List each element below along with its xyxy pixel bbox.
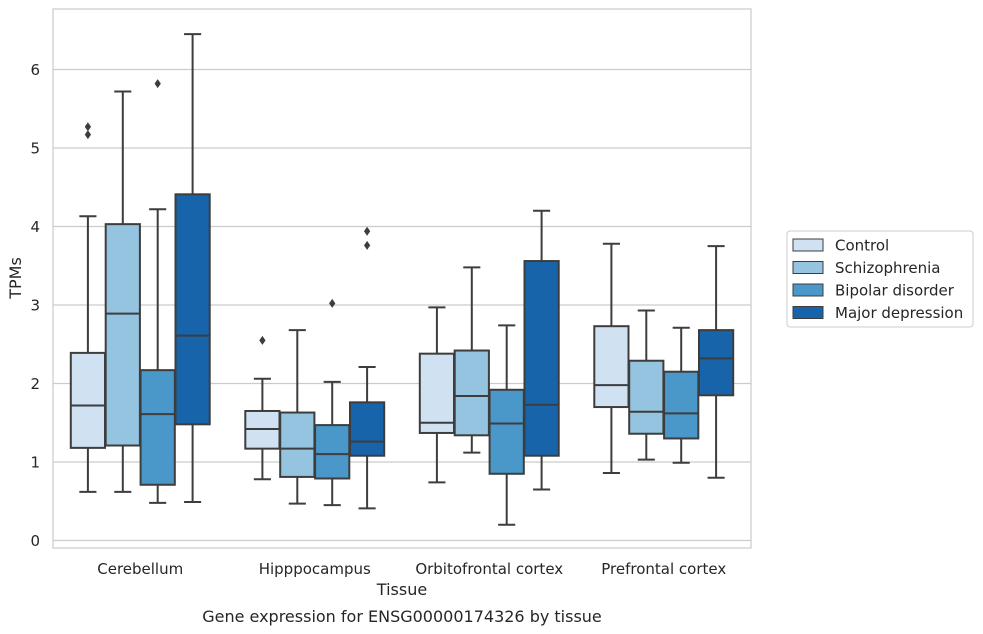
box-body	[488, 388, 525, 475]
x-tick-label: Cerebellum	[97, 560, 183, 578]
box-schizophrenia	[453, 266, 490, 454]
box-body	[174, 193, 211, 426]
box-bipolar-disorder	[314, 298, 351, 507]
legend-swatch	[792, 306, 824, 319]
legend-label: Major depression	[835, 304, 963, 322]
x-tick-labels: Cerebellum Hipppocampus Orbitofrontal cort…	[97, 560, 726, 578]
box-body	[279, 411, 316, 478]
legend-label: Bipolar disorder	[835, 282, 955, 300]
y-tick-label: 2	[30, 375, 40, 393]
chart-caption: Gene expression for ENSG00000174326 by t…	[202, 607, 602, 626]
legend: Control Schizophrenia Bipolar disorder Majo…	[786, 230, 974, 328]
legend-label: Schizophrenia	[835, 259, 940, 277]
box-body	[593, 325, 630, 409]
outlier-point	[84, 122, 92, 132]
box-body	[663, 370, 700, 440]
legend-frame	[786, 230, 974, 328]
box-body	[104, 223, 141, 447]
box-bipolar-disorder	[139, 79, 176, 504]
box-control	[244, 335, 281, 481]
box-body	[139, 369, 176, 486]
box-body	[418, 352, 456, 434]
box-body	[453, 349, 490, 437]
boxes-layer	[69, 33, 735, 526]
x-tick-label: Prefrontal cortex	[601, 560, 726, 578]
y-tick-labels: 0 1 2 3 4 5 6	[30, 61, 40, 550]
outlier-point	[363, 240, 371, 250]
x-tick-label: Orbitofrontal cortex	[415, 560, 563, 578]
outlier-point	[259, 335, 266, 345]
x-tick-label: Hipppocampus	[259, 560, 371, 578]
box-body	[348, 401, 386, 457]
box-control	[69, 122, 107, 493]
outlier-point	[84, 130, 92, 140]
y-tick-label: 1	[30, 454, 40, 472]
box-major-depression	[174, 33, 211, 504]
box-schizophrenia	[279, 329, 316, 505]
y-axis-title: TPMs	[6, 257, 25, 300]
box-body	[628, 359, 665, 435]
x-axis-title: Tissue	[376, 580, 427, 599]
legend-swatch	[792, 261, 824, 274]
box-body	[697, 329, 735, 397]
box-major-depression	[523, 209, 560, 491]
legend-label: Control	[835, 237, 889, 255]
box-bipolar-disorder	[488, 324, 525, 526]
plot-area-frame	[52, 8, 752, 549]
box-body	[314, 424, 351, 480]
y-tick-label: 5	[30, 140, 40, 158]
box-major-depression	[697, 245, 735, 479]
box-body	[69, 351, 107, 449]
box-bipolar-disorder	[663, 326, 700, 464]
outlier-point	[363, 226, 371, 236]
box-control	[593, 242, 630, 474]
y-tick-label: 3	[30, 297, 40, 315]
outlier-point	[329, 298, 336, 308]
box-major-depression	[348, 226, 386, 510]
box-control	[418, 306, 456, 484]
y-tick-label: 6	[30, 61, 40, 79]
box-body	[523, 260, 560, 457]
outlier-point	[154, 79, 161, 89]
box-schizophrenia	[104, 90, 141, 493]
legend-swatch	[792, 283, 824, 297]
y-tick-label: 0	[30, 532, 40, 550]
legend-swatch	[792, 238, 824, 252]
y-tick-label: 4	[30, 218, 40, 236]
box-schizophrenia	[628, 309, 665, 461]
